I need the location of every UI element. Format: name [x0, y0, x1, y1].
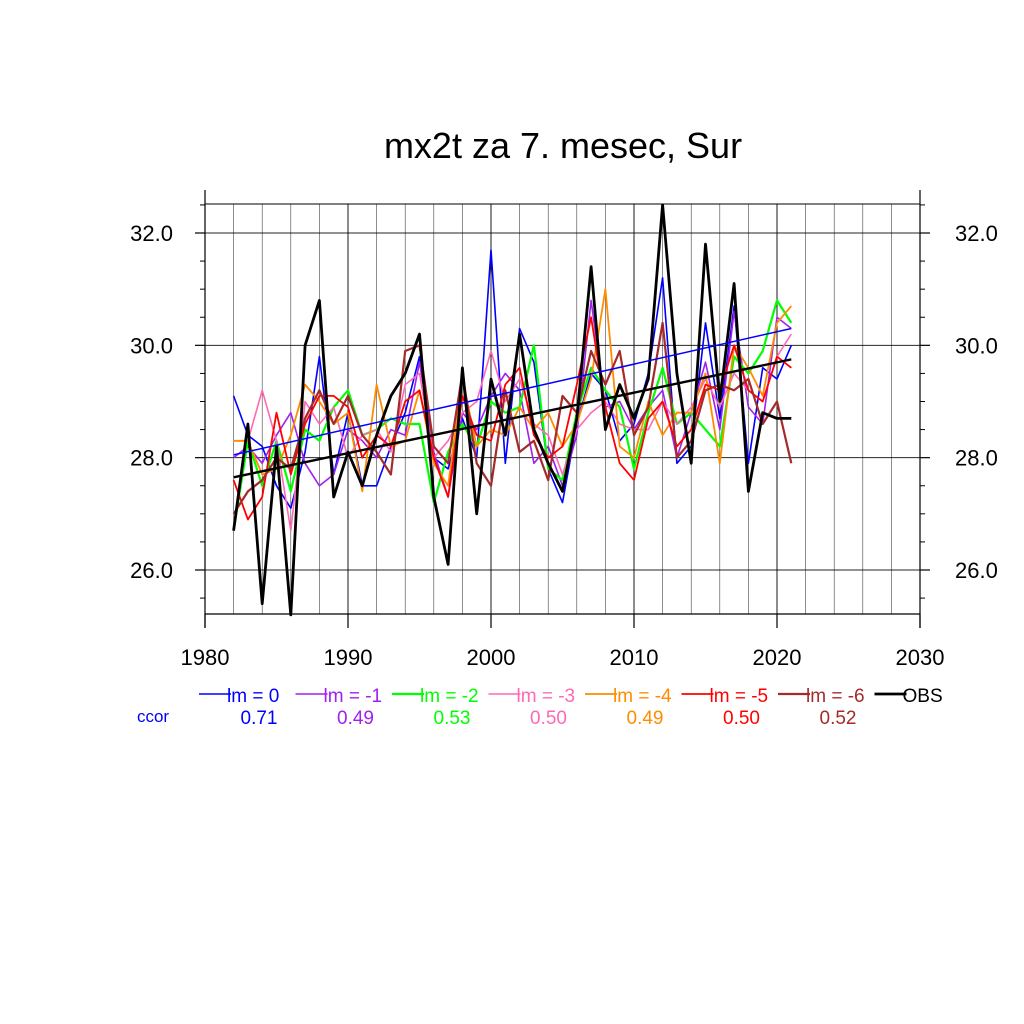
y-tick-label-right: 32.0: [955, 221, 998, 246]
y-tick-label-left: 26.0: [130, 558, 173, 583]
x-tick-label: 1990: [324, 645, 373, 670]
series-line-2: [232, 299, 793, 531]
axis-ticks: 1980 1990 2000 2010 2020 2030 26.0 26.0 28.0 28.0…: [130, 204, 998, 670]
legend-label-6: lm = -6: [806, 686, 865, 707]
legend-label-5: lm = -5: [710, 686, 769, 707]
x-tick-label: 2000: [467, 645, 516, 670]
x-tick-label: 2030: [896, 645, 945, 670]
legend-label-1: lm = -1: [324, 686, 383, 707]
y-tick-label-left: 32.0: [130, 221, 173, 246]
ccor-value-6: 0.52: [820, 708, 857, 729]
series-lines: [232, 203, 793, 617]
ccor-label: ccor: [137, 707, 169, 726]
ccor-value-4: 0.49: [627, 708, 664, 729]
legend-label-3: lm = -3: [517, 686, 576, 707]
ccor-value-2: 0.53: [434, 708, 471, 729]
legend-label-0: lm = 0: [227, 686, 279, 707]
x-tick-label: 1980: [181, 645, 230, 670]
chart-title: mx2t za 7. mesec, Sur: [384, 125, 742, 166]
ccor-value-0: 0.71: [241, 708, 278, 729]
ccor-value-5: 0.50: [723, 708, 760, 729]
y-tick-label-right: 30.0: [955, 333, 998, 358]
x-tick-label: 2010: [610, 645, 659, 670]
legend-label-2: lm = -2: [420, 686, 479, 707]
y-tick-label-left: 28.0: [130, 446, 173, 471]
y-tick-label-right: 26.0: [955, 558, 998, 583]
y-tick-label-right: 28.0: [955, 446, 998, 471]
legend-label-7: OBS: [903, 686, 943, 707]
trend-line-7: [233, 358, 792, 479]
trend-lines: [233, 327, 792, 479]
series-line-7: [232, 203, 792, 617]
plot-frame: [204, 190, 921, 628]
trend-line-0: [233, 327, 792, 456]
x-tick-label: 2020: [753, 645, 802, 670]
ccor-value-3: 0.50: [530, 708, 567, 729]
legend-label-4: lm = -4: [613, 686, 672, 707]
y-tick-label-left: 30.0: [130, 333, 173, 358]
ccor-value-1: 0.49: [337, 708, 374, 729]
